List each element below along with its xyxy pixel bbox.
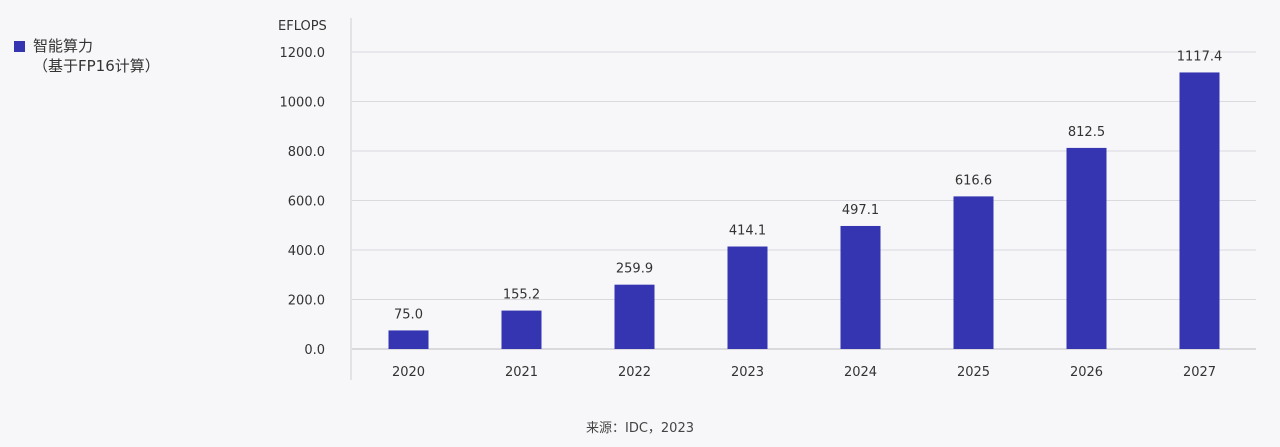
- bar: [1179, 72, 1220, 350]
- data-label: 414.1: [729, 224, 766, 239]
- bar: [727, 246, 768, 349]
- bar: [1066, 147, 1107, 349]
- y-unit-label: EFLOPS: [278, 19, 327, 34]
- y-tick-label: 1000.0: [280, 96, 326, 111]
- data-label: 75.0: [394, 307, 423, 322]
- data-label: 1117.4: [1177, 49, 1223, 64]
- x-tick-label: 2027: [1183, 365, 1216, 380]
- y-tick-label: 800.0: [288, 145, 325, 160]
- legend-label: 智能算力 （基于FP16计算）: [33, 37, 160, 75]
- data-label: 155.2: [503, 288, 540, 303]
- legend-swatch: [14, 41, 25, 52]
- bar: [614, 284, 655, 349]
- source-note: 来源：IDC，2023: [585, 421, 694, 436]
- data-label: 259.9: [616, 262, 653, 277]
- bar: [840, 225, 881, 349]
- y-tick-label: 200.0: [288, 294, 325, 309]
- bar: [501, 310, 542, 349]
- data-label: 497.1: [842, 203, 879, 218]
- x-tick-label: 2025: [957, 365, 990, 380]
- y-tick-label: 400.0: [288, 244, 325, 259]
- y-tick-label: 0.0: [304, 343, 325, 358]
- x-tick-label: 2024: [844, 365, 877, 380]
- y-tick-label: 1200.0: [280, 46, 326, 61]
- x-tick-label: 2026: [1070, 365, 1103, 380]
- data-label: 812.5: [1068, 125, 1105, 140]
- y-tick-label: 600.0: [288, 195, 325, 210]
- x-tick-label: 2022: [618, 365, 651, 380]
- legend: 智能算力 （基于FP16计算）: [14, 36, 160, 76]
- data-label: 616.6: [955, 173, 992, 188]
- bar: [953, 196, 994, 349]
- bar: [388, 330, 429, 349]
- x-tick-label: 2023: [731, 365, 764, 380]
- x-tick-label: 2021: [505, 365, 538, 380]
- x-tick-label: 2020: [392, 365, 425, 380]
